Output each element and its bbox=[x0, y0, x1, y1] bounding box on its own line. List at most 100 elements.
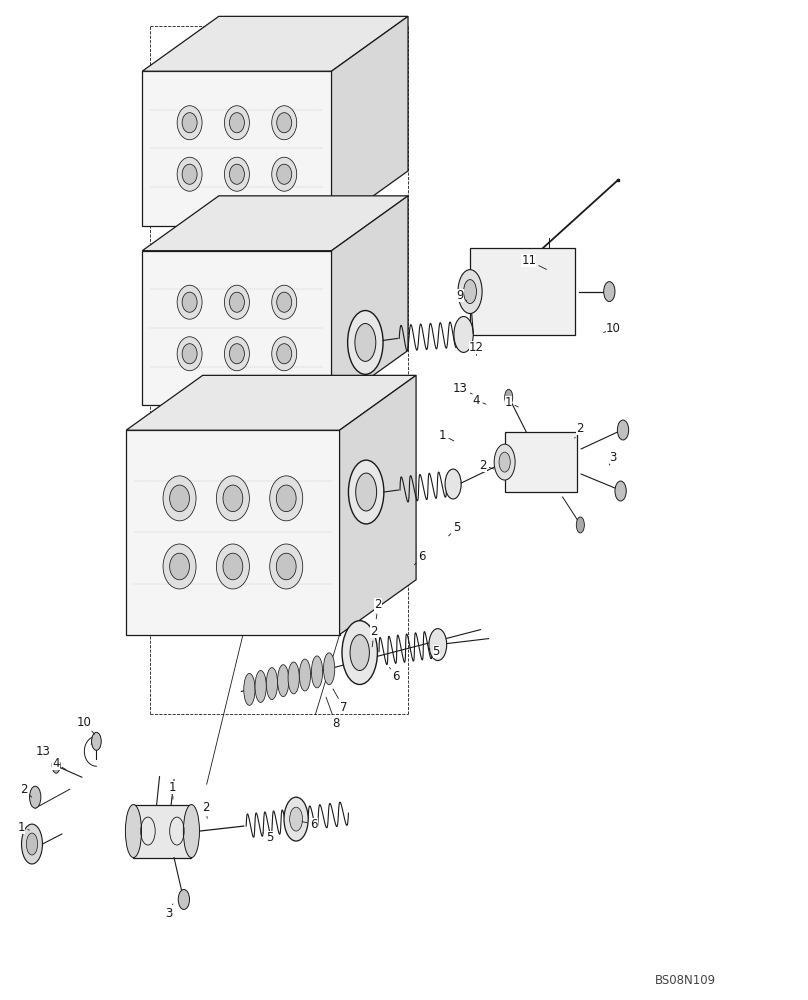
Polygon shape bbox=[142, 71, 331, 226]
Ellipse shape bbox=[267, 668, 278, 700]
Polygon shape bbox=[126, 375, 416, 430]
Ellipse shape bbox=[505, 389, 513, 405]
Text: 1: 1 bbox=[169, 781, 177, 799]
Ellipse shape bbox=[270, 544, 303, 589]
Polygon shape bbox=[505, 432, 577, 492]
Ellipse shape bbox=[276, 113, 292, 133]
Ellipse shape bbox=[229, 164, 244, 184]
Ellipse shape bbox=[458, 270, 482, 314]
Ellipse shape bbox=[576, 517, 584, 533]
Ellipse shape bbox=[276, 164, 292, 184]
Ellipse shape bbox=[225, 337, 250, 371]
Text: 7: 7 bbox=[333, 689, 347, 714]
Polygon shape bbox=[331, 196, 408, 405]
Polygon shape bbox=[142, 251, 331, 405]
Ellipse shape bbox=[163, 544, 196, 589]
Text: 1: 1 bbox=[505, 396, 518, 409]
Text: 2: 2 bbox=[202, 801, 209, 818]
Ellipse shape bbox=[284, 797, 308, 841]
Ellipse shape bbox=[604, 282, 615, 302]
Ellipse shape bbox=[229, 344, 244, 364]
Ellipse shape bbox=[289, 807, 302, 831]
Ellipse shape bbox=[288, 662, 299, 694]
Text: 8: 8 bbox=[326, 697, 339, 730]
Ellipse shape bbox=[445, 469, 461, 499]
Ellipse shape bbox=[617, 420, 629, 440]
Text: 3: 3 bbox=[609, 451, 617, 465]
Ellipse shape bbox=[182, 292, 197, 312]
Ellipse shape bbox=[177, 106, 202, 140]
Ellipse shape bbox=[348, 460, 384, 524]
Text: 1: 1 bbox=[439, 429, 454, 442]
Text: 6: 6 bbox=[302, 818, 318, 831]
Polygon shape bbox=[339, 375, 416, 635]
Text: 5: 5 bbox=[429, 645, 440, 658]
Ellipse shape bbox=[163, 476, 196, 521]
Ellipse shape bbox=[464, 280, 477, 304]
Ellipse shape bbox=[323, 653, 335, 685]
Ellipse shape bbox=[342, 621, 377, 684]
Ellipse shape bbox=[271, 285, 297, 319]
Ellipse shape bbox=[225, 157, 250, 191]
Text: 4: 4 bbox=[473, 394, 486, 407]
Text: 2: 2 bbox=[20, 783, 32, 797]
Text: 13: 13 bbox=[36, 745, 56, 760]
Text: 2: 2 bbox=[574, 422, 583, 438]
Ellipse shape bbox=[177, 285, 202, 319]
Ellipse shape bbox=[276, 485, 297, 512]
Ellipse shape bbox=[271, 157, 297, 191]
Ellipse shape bbox=[225, 106, 250, 140]
Text: 5: 5 bbox=[448, 521, 460, 536]
Ellipse shape bbox=[255, 671, 267, 702]
Ellipse shape bbox=[217, 476, 250, 521]
Ellipse shape bbox=[454, 317, 473, 352]
Text: 6: 6 bbox=[389, 668, 400, 683]
Ellipse shape bbox=[278, 665, 288, 697]
Polygon shape bbox=[470, 248, 574, 335]
Text: 4: 4 bbox=[53, 757, 66, 770]
Ellipse shape bbox=[217, 544, 250, 589]
Ellipse shape bbox=[229, 292, 244, 312]
Text: 3: 3 bbox=[165, 904, 173, 920]
Ellipse shape bbox=[355, 323, 376, 361]
Ellipse shape bbox=[229, 113, 244, 133]
Ellipse shape bbox=[350, 635, 369, 671]
Ellipse shape bbox=[225, 285, 250, 319]
Text: 2: 2 bbox=[479, 459, 494, 472]
Polygon shape bbox=[142, 16, 408, 71]
Ellipse shape bbox=[223, 553, 242, 580]
Ellipse shape bbox=[177, 157, 202, 191]
Ellipse shape bbox=[615, 481, 626, 501]
Ellipse shape bbox=[125, 805, 141, 858]
Ellipse shape bbox=[347, 311, 383, 374]
Polygon shape bbox=[126, 430, 339, 635]
Polygon shape bbox=[142, 196, 408, 251]
Ellipse shape bbox=[223, 485, 242, 512]
Text: 10: 10 bbox=[77, 716, 95, 734]
Text: 13: 13 bbox=[453, 382, 473, 395]
Ellipse shape bbox=[271, 337, 297, 371]
Ellipse shape bbox=[27, 833, 38, 855]
Ellipse shape bbox=[244, 673, 255, 705]
Ellipse shape bbox=[299, 659, 310, 691]
Text: 11: 11 bbox=[521, 254, 546, 269]
Ellipse shape bbox=[91, 732, 101, 750]
Ellipse shape bbox=[494, 444, 516, 480]
Ellipse shape bbox=[53, 757, 60, 773]
Ellipse shape bbox=[276, 344, 292, 364]
Ellipse shape bbox=[182, 164, 197, 184]
Ellipse shape bbox=[276, 553, 297, 580]
Ellipse shape bbox=[311, 656, 322, 688]
Ellipse shape bbox=[170, 485, 189, 512]
Ellipse shape bbox=[429, 629, 447, 661]
Ellipse shape bbox=[22, 824, 43, 864]
Ellipse shape bbox=[179, 890, 190, 909]
Text: 5: 5 bbox=[263, 831, 273, 844]
Text: 2: 2 bbox=[370, 625, 378, 647]
Text: 9: 9 bbox=[457, 289, 467, 302]
Polygon shape bbox=[331, 16, 408, 226]
Ellipse shape bbox=[356, 473, 377, 511]
Ellipse shape bbox=[183, 805, 200, 858]
Text: 6: 6 bbox=[415, 550, 426, 565]
Ellipse shape bbox=[182, 344, 197, 364]
